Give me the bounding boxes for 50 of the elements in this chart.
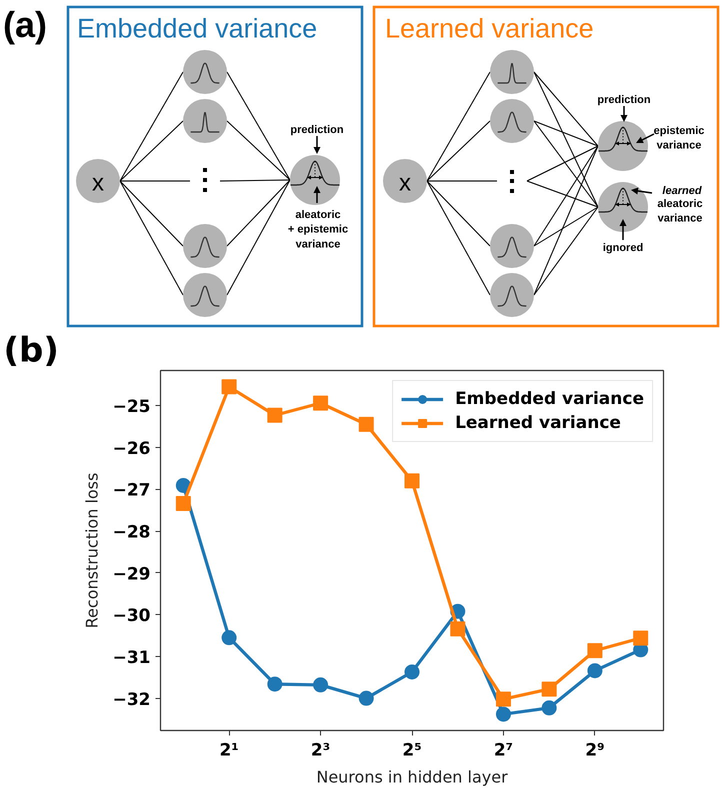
point [404, 473, 420, 488]
point [358, 690, 374, 706]
x-tick-label: 2⁵ [402, 740, 422, 760]
y-tick-label: −27 [112, 480, 151, 501]
x-tick-label: 2¹ [219, 740, 239, 760]
text: aleatoric variance [657, 198, 703, 225]
point [222, 379, 237, 394]
text: x [399, 170, 411, 197]
legend-label: Learned variance [455, 413, 621, 433]
text: epistemic variance [654, 124, 704, 152]
y-tick-label: −28 [112, 522, 151, 543]
point [176, 478, 191, 493]
point [450, 621, 466, 636]
legend-label: Embedded variance [455, 389, 644, 409]
text: prediction [290, 124, 344, 136]
text: (a) [3, 4, 47, 45]
point [222, 630, 237, 646]
point [542, 682, 557, 697]
point [267, 676, 282, 692]
point [496, 706, 511, 722]
point [587, 663, 602, 678]
point [313, 677, 328, 692]
y-tick-label: −31 [112, 648, 151, 668]
point [176, 496, 191, 511]
point [633, 630, 648, 646]
x-axis-title: Neurons in hidden layer [316, 768, 508, 786]
y-tick-label: −30 [112, 606, 151, 626]
point [496, 692, 511, 707]
point [542, 700, 557, 716]
text: learned [662, 185, 702, 197]
text: Learned variance [385, 14, 594, 44]
point [404, 664, 420, 680]
y-axis-title: Reconstruction loss [82, 472, 102, 628]
text: Embedded variance [77, 14, 318, 44]
chart-title: (b) [4, 330, 59, 370]
y-tick-label: −32 [112, 690, 151, 710]
text: ignored [602, 242, 644, 254]
x-tick-label: 2⁷ [494, 740, 514, 760]
x-tick-label: 2³ [310, 740, 330, 760]
y-tick-label: −26 [112, 438, 151, 459]
text: prediction [597, 94, 651, 106]
x-tick-label: 2⁹ [585, 740, 605, 760]
point [587, 643, 602, 658]
text: x [92, 170, 104, 197]
point [313, 396, 328, 411]
point [358, 416, 374, 432]
point [267, 408, 282, 423]
y-tick-label: −25 [112, 397, 151, 418]
y-tick-label: −29 [112, 564, 151, 584]
text: aleatoric + epistemic variance [288, 208, 348, 250]
